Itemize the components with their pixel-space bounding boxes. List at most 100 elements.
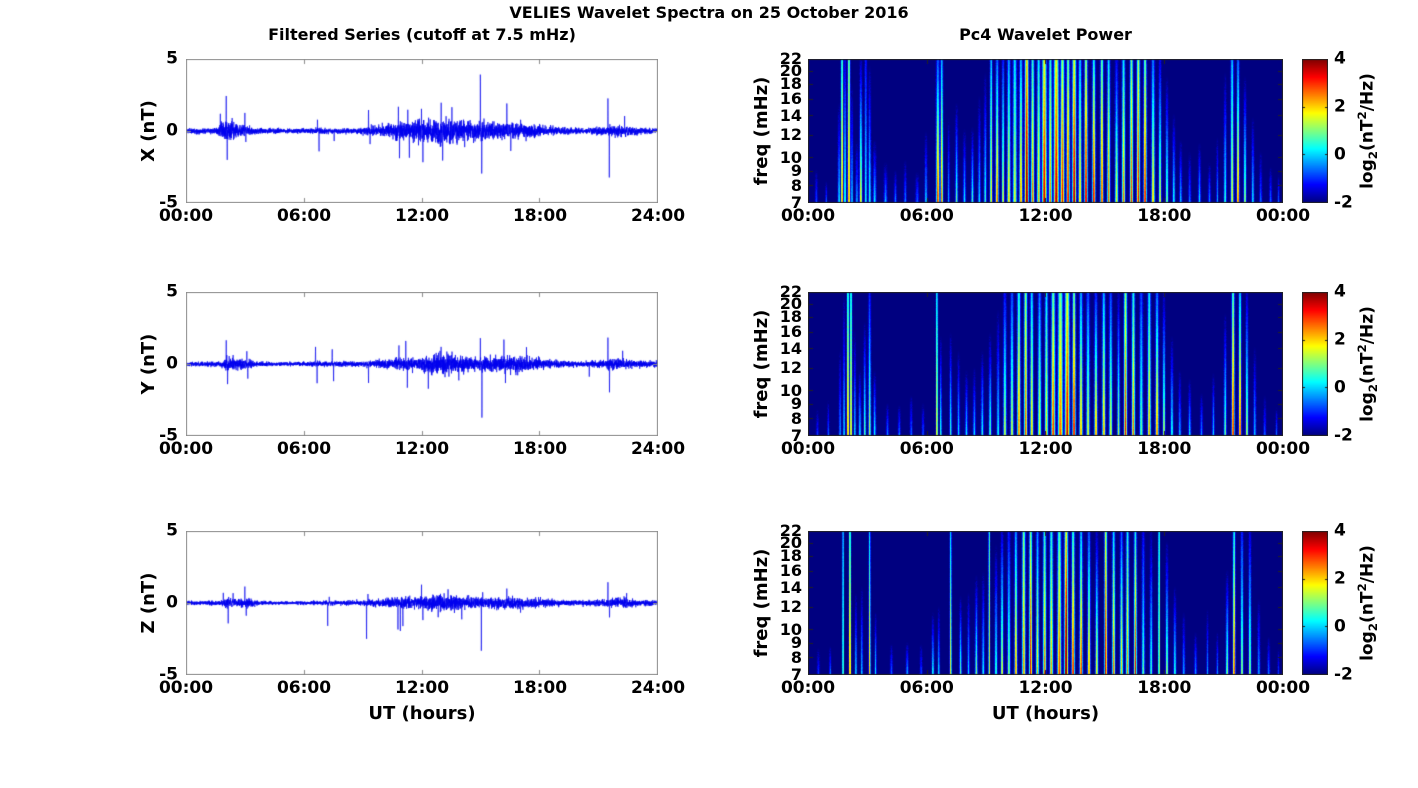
y-series-x-ticks: 00:00 06:00 12:00 18:00 24:00 xyxy=(159,439,685,461)
x-tick-label: 00:00 xyxy=(780,678,836,698)
figure-title: VELIES Wavelet Spectra on 25 October 201… xyxy=(509,3,909,22)
left-column-title: Filtered Series (cutoff at 7.5 mHz) xyxy=(268,25,576,44)
z-series-y-ticks: 5 0 -5 xyxy=(120,522,180,683)
freq-tick-label: 14 xyxy=(779,105,802,125)
freq-tick-label: 22 xyxy=(779,49,802,68)
x-tick-label: 18:00 xyxy=(512,678,568,698)
freq-tick-label: 8 xyxy=(790,176,802,196)
x-tick-label: 12:00 xyxy=(394,678,450,698)
right-x-axis-label: UT (hours) xyxy=(991,703,1100,724)
colorbar-tick-label: 2 xyxy=(1334,329,1346,350)
colorbar-tick-label: 0 xyxy=(1334,144,1346,165)
colorbar-ticks: 4 2 0 -2 xyxy=(1332,283,1372,444)
freq-tick-label: 22 xyxy=(779,282,802,301)
z-spectrogram-x-ticks: 00:00 06:00 12:00 18:00 00:00 xyxy=(781,678,1310,700)
colorbar-tick-label: 0 xyxy=(1334,377,1346,398)
freq-tick-label: 14 xyxy=(779,577,802,597)
y-tick-label: 5 xyxy=(166,281,178,302)
colorbar-tick-label: -2 xyxy=(1334,664,1353,685)
freq-tick-label: 18 xyxy=(779,307,802,327)
freq-tick-label: 18 xyxy=(779,546,802,566)
y-tick-label: -5 xyxy=(159,664,178,685)
x-tick-label: 18:00 xyxy=(1137,206,1192,226)
freq-tick-label: 7 xyxy=(790,665,802,684)
freq-tick-label: 12 xyxy=(779,358,802,378)
x-tick-label: 00:00 xyxy=(158,678,214,698)
freq-tick-label: 16 xyxy=(779,561,802,581)
y-tick-label: -5 xyxy=(159,425,178,446)
y-series-y-ticks: 5 0 -5 xyxy=(120,283,180,444)
x-tick-label: 06:00 xyxy=(276,678,332,698)
freq-tick-label: 14 xyxy=(779,338,802,358)
colorbar-tick-label: 4 xyxy=(1334,520,1346,541)
x-tick-label: 24:00 xyxy=(630,439,686,459)
left-x-axis-label: UT (hours) xyxy=(368,703,476,724)
z-filtered-series-plot xyxy=(186,531,658,675)
z-series-x-ticks: 00:00 06:00 12:00 18:00 24:00 xyxy=(159,678,685,700)
freq-tick-label: 20 xyxy=(779,532,802,552)
x-tick-label: 24:00 xyxy=(630,678,686,698)
x-tick-label: 24:00 xyxy=(630,206,686,226)
x-tick-label: 18:00 xyxy=(1137,678,1192,698)
y-tick-label: 5 xyxy=(166,520,178,541)
colorbar-unit-label: log2(nT2/Hz) xyxy=(1355,306,1381,422)
x-wavelet-spectrogram xyxy=(808,59,1283,203)
z-wavelet-spectrogram xyxy=(808,531,1283,675)
row-y: Y (nT) 5 0 -5 00:00 06:00 12:00 18:00 24… xyxy=(0,283,1418,459)
freq-tick-label: 10 xyxy=(779,620,802,640)
freq-tick-label: 20 xyxy=(779,60,802,80)
colorbar-tick-label: 2 xyxy=(1334,568,1346,589)
x-tick-label: 00:00 xyxy=(158,206,214,226)
x-series-y-ticks: 5 0 -5 xyxy=(120,50,180,211)
x-tick-label: 00:00 xyxy=(1255,206,1311,226)
x-tick-label: 06:00 xyxy=(899,206,954,226)
x-tick-label: 00:00 xyxy=(1255,439,1311,459)
x-tick-label: 06:00 xyxy=(899,439,954,459)
freq-tick-label: 7 xyxy=(790,193,802,212)
z-spectrogram-freq-ticks: 22 20 18 16 14 12 10 9 8 7 xyxy=(758,523,804,683)
freq-tick-label: 9 xyxy=(790,633,802,653)
colorbar xyxy=(1302,531,1328,675)
x-tick-label: 00:00 xyxy=(158,439,214,459)
y-filtered-series-plot xyxy=(186,292,658,436)
x-series-x-ticks: 00:00 06:00 12:00 18:00 24:00 xyxy=(159,206,685,228)
freq-tick-label: 16 xyxy=(779,322,802,342)
y-wavelet-spectrogram xyxy=(808,292,1283,436)
x-filtered-series-plot xyxy=(186,59,658,203)
colorbar-tick-label: 4 xyxy=(1334,281,1346,302)
freq-tick-label: 16 xyxy=(779,89,802,109)
freq-tick-label: 10 xyxy=(779,381,802,401)
x-tick-label: 12:00 xyxy=(1018,678,1073,698)
x-spectrogram-x-ticks: 00:00 06:00 12:00 18:00 00:00 xyxy=(781,206,1310,228)
y-spectrogram-freq-ticks: 22 20 18 16 14 12 10 9 8 7 xyxy=(758,284,804,444)
y-tick-label: 0 xyxy=(166,120,178,141)
y-tick-label: -5 xyxy=(159,192,178,213)
colorbar-tick-label: 0 xyxy=(1334,616,1346,637)
row-z: Z (nT) 5 0 -5 00:00 06:00 12:00 18:00 24… xyxy=(0,522,1418,724)
freq-tick-label: 8 xyxy=(790,648,802,668)
x-tick-label: 00:00 xyxy=(780,206,836,226)
x-tick-label: 00:00 xyxy=(1255,678,1311,698)
x-spectrogram-freq-ticks: 22 20 18 16 14 12 10 9 8 7 xyxy=(758,51,804,211)
colorbar-ticks: 4 2 0 -2 xyxy=(1332,50,1372,211)
colorbar xyxy=(1302,59,1328,203)
x-tick-label: 18:00 xyxy=(512,439,568,459)
colorbar-ticks: 4 2 0 -2 xyxy=(1332,522,1372,683)
x-tick-label: 18:00 xyxy=(1137,439,1192,459)
y-tick-label: 0 xyxy=(166,353,178,374)
x-tick-label: 12:00 xyxy=(1018,439,1073,459)
freq-tick-label: 12 xyxy=(779,125,802,145)
freq-tick-label: 9 xyxy=(790,161,802,181)
x-tick-label: 06:00 xyxy=(899,678,954,698)
x-tick-label: 12:00 xyxy=(394,439,450,459)
colorbar-tick-label: 2 xyxy=(1334,96,1346,117)
freq-tick-label: 20 xyxy=(779,293,802,313)
colorbar-tick-label: -2 xyxy=(1334,192,1353,213)
colorbar-tick-label: 4 xyxy=(1334,48,1346,69)
y-tick-label: 5 xyxy=(166,48,178,69)
colorbar xyxy=(1302,292,1328,436)
x-tick-label: 12:00 xyxy=(1018,206,1073,226)
freq-tick-label: 8 xyxy=(790,409,802,429)
freq-tick-label: 10 xyxy=(779,148,802,168)
